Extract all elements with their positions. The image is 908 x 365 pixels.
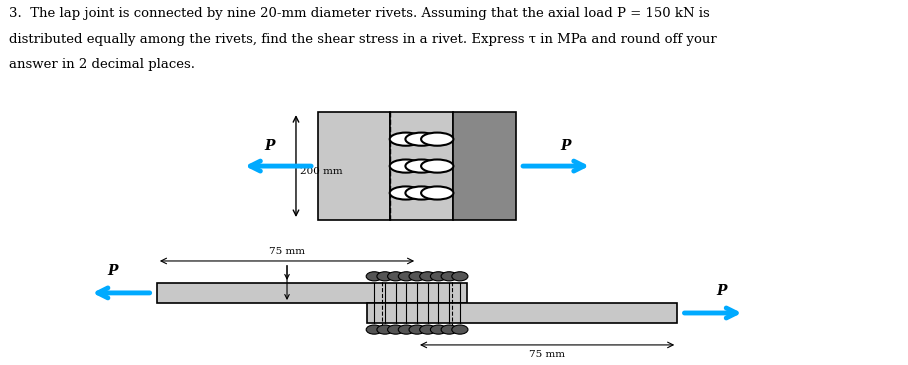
Ellipse shape xyxy=(441,272,458,281)
Text: 3.  The lap joint is connected by nine 20-mm diameter rivets. Assuming that the : 3. The lap joint is connected by nine 20… xyxy=(9,7,710,20)
Ellipse shape xyxy=(388,325,404,334)
Circle shape xyxy=(405,160,438,173)
Circle shape xyxy=(405,132,438,146)
Ellipse shape xyxy=(366,325,382,334)
Text: distributed equally among the rivets, find the shear stress in a rivet. Express : distributed equally among the rivets, fi… xyxy=(9,33,716,46)
Bar xyxy=(157,283,467,303)
Ellipse shape xyxy=(388,272,404,281)
Ellipse shape xyxy=(430,272,447,281)
Bar xyxy=(453,112,516,220)
Ellipse shape xyxy=(377,272,393,281)
Ellipse shape xyxy=(452,325,468,334)
Text: P: P xyxy=(264,139,274,153)
Circle shape xyxy=(390,132,422,146)
Ellipse shape xyxy=(441,325,458,334)
Circle shape xyxy=(421,187,453,200)
Ellipse shape xyxy=(409,325,425,334)
Ellipse shape xyxy=(452,272,468,281)
Ellipse shape xyxy=(430,325,447,334)
Circle shape xyxy=(390,160,422,173)
Ellipse shape xyxy=(399,325,414,334)
Ellipse shape xyxy=(399,272,414,281)
Text: 75 mm: 75 mm xyxy=(269,246,305,256)
Text: P: P xyxy=(107,264,117,278)
Circle shape xyxy=(405,187,438,200)
Ellipse shape xyxy=(419,325,436,334)
Ellipse shape xyxy=(409,272,425,281)
Bar xyxy=(367,303,677,323)
Text: 200 mm: 200 mm xyxy=(301,167,343,176)
Ellipse shape xyxy=(377,325,393,334)
Circle shape xyxy=(421,132,453,146)
Text: 75 mm: 75 mm xyxy=(529,350,565,360)
Circle shape xyxy=(421,160,453,173)
Ellipse shape xyxy=(366,272,382,281)
Text: answer in 2 decimal places.: answer in 2 decimal places. xyxy=(9,58,195,72)
Bar xyxy=(319,112,390,220)
Text: P: P xyxy=(560,139,570,153)
Circle shape xyxy=(390,187,422,200)
Bar xyxy=(390,112,453,220)
Text: P: P xyxy=(716,284,727,299)
Ellipse shape xyxy=(419,272,436,281)
